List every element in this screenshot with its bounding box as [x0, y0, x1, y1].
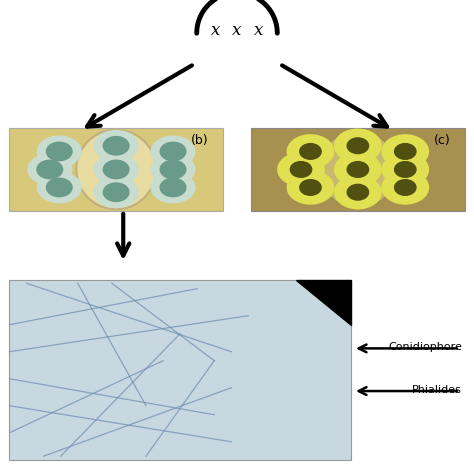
Text: (d): (d)	[319, 282, 337, 295]
Ellipse shape	[150, 136, 196, 167]
Polygon shape	[296, 280, 351, 325]
Ellipse shape	[394, 143, 417, 160]
Text: x: x	[254, 22, 263, 39]
Text: x: x	[232, 22, 242, 39]
Ellipse shape	[150, 154, 196, 185]
Ellipse shape	[287, 170, 334, 205]
Text: Phialides: Phialides	[412, 384, 462, 395]
Ellipse shape	[394, 161, 417, 178]
Ellipse shape	[102, 182, 129, 202]
Ellipse shape	[93, 130, 139, 162]
Bar	[9, 128, 223, 211]
Bar	[251, 128, 465, 211]
Ellipse shape	[159, 142, 186, 161]
Ellipse shape	[290, 161, 312, 178]
Ellipse shape	[159, 178, 186, 197]
Ellipse shape	[159, 160, 186, 179]
Ellipse shape	[334, 152, 382, 187]
Ellipse shape	[346, 161, 369, 178]
Ellipse shape	[346, 184, 369, 201]
Ellipse shape	[150, 172, 196, 203]
Ellipse shape	[93, 176, 139, 208]
Circle shape	[319, 130, 397, 209]
Ellipse shape	[277, 152, 325, 187]
Ellipse shape	[27, 154, 73, 185]
Ellipse shape	[46, 178, 73, 197]
Ellipse shape	[346, 137, 369, 154]
Ellipse shape	[382, 152, 429, 187]
Ellipse shape	[102, 136, 129, 155]
Bar	[9, 280, 351, 460]
Text: Conidiophore: Conidiophore	[388, 342, 462, 352]
Ellipse shape	[287, 134, 334, 169]
Ellipse shape	[93, 154, 139, 185]
Text: x: x	[211, 22, 220, 39]
Ellipse shape	[394, 179, 417, 196]
Ellipse shape	[102, 160, 129, 179]
Ellipse shape	[299, 179, 322, 196]
Ellipse shape	[36, 136, 82, 167]
Text: (b): (b)	[191, 134, 209, 146]
Ellipse shape	[36, 160, 63, 179]
Ellipse shape	[36, 172, 82, 203]
Ellipse shape	[299, 143, 322, 160]
Ellipse shape	[334, 175, 382, 210]
Ellipse shape	[334, 128, 382, 163]
Ellipse shape	[382, 170, 429, 205]
Circle shape	[76, 130, 156, 210]
Ellipse shape	[46, 142, 73, 161]
Text: (c): (c)	[434, 134, 450, 146]
Ellipse shape	[382, 134, 429, 169]
